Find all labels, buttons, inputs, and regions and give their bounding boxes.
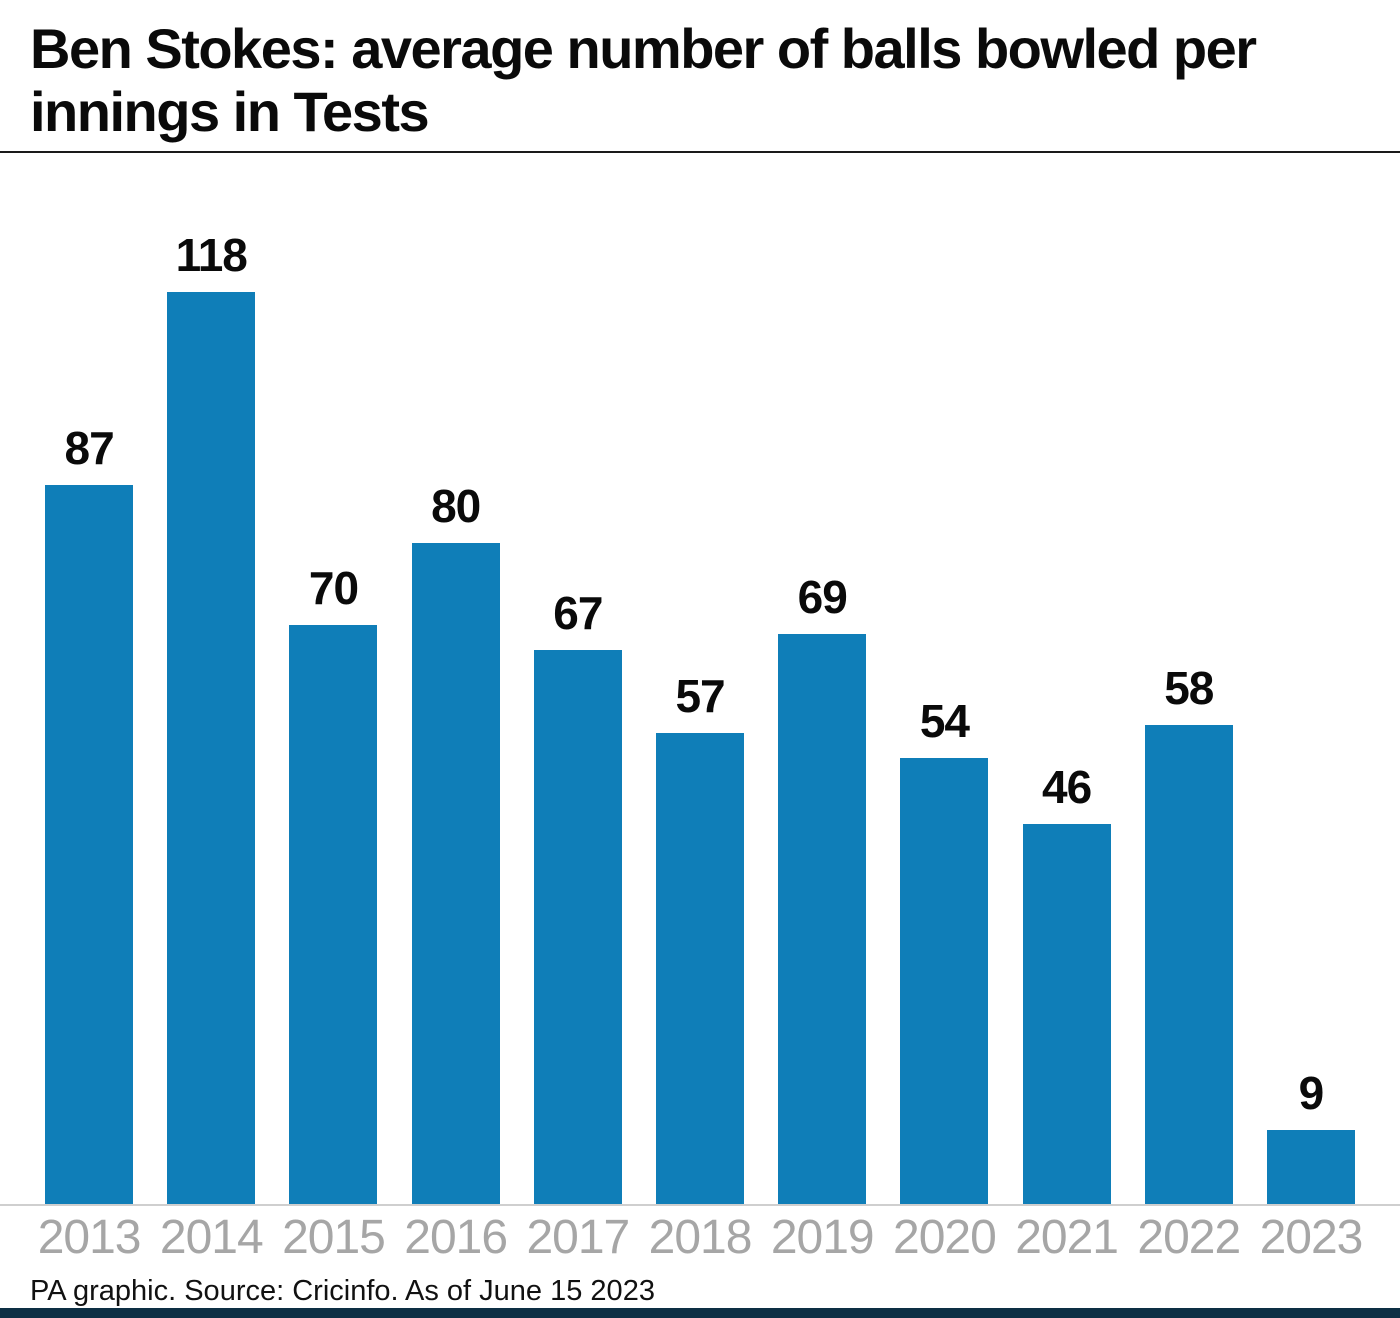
bar-2017 — [533, 650, 622, 1205]
bar-2022 — [1144, 724, 1233, 1205]
chart-title: Ben Stokes: average number of balls bowl… — [30, 17, 1257, 143]
x-axis-label-2020: 2020 — [893, 1211, 997, 1265]
bar-2021 — [1022, 823, 1111, 1205]
x-axis-baseline — [0, 1204, 1400, 1207]
x-axis-label-2019: 2019 — [770, 1211, 875, 1265]
bar-value-label-2015: 70 — [308, 562, 359, 615]
x-axis-label-2023: 2023 — [1259, 1211, 1364, 1265]
bottom-accent-bar — [0, 1308, 1400, 1318]
bar-2019 — [778, 633, 867, 1205]
x-axis-label-2018: 2018 — [648, 1211, 753, 1265]
bar-2015 — [289, 625, 378, 1205]
bar-chart-plot-area: 87 118 70 80 67 57 69 54 46 58 9 — [28, 228, 1372, 1205]
x-axis-label-2015: 2015 — [282, 1211, 386, 1265]
bar-column-2016: 80 — [395, 228, 517, 1205]
bar-value-label-2014: 118 — [175, 229, 248, 282]
bar-column-2014: 118 — [150, 228, 272, 1205]
bar-column-2020: 54 — [883, 228, 1005, 1205]
bar-value-label-2019: 69 — [797, 570, 848, 623]
bar-column-2017: 67 — [517, 228, 639, 1205]
bar-value-label-2022: 58 — [1164, 661, 1214, 714]
bar-value-label-2013: 87 — [64, 421, 115, 474]
bar-column-2013: 87 — [28, 228, 150, 1205]
bar-column-2019: 69 — [761, 228, 883, 1205]
bar-value-label-2016: 80 — [431, 479, 481, 532]
bar-2023 — [1266, 1130, 1355, 1205]
x-axis-label-2022: 2022 — [1137, 1211, 1241, 1265]
bar-column-2021: 46 — [1006, 228, 1128, 1205]
source-note: PA graphic. Source: Cricinfo. As of June… — [30, 1275, 655, 1308]
bar-column-2015: 70 — [272, 228, 394, 1205]
title-divider — [0, 151, 1400, 154]
bar-2018 — [656, 732, 745, 1205]
bar-value-label-2020: 54 — [919, 694, 970, 747]
bar-column-2022: 58 — [1128, 228, 1250, 1205]
bar-value-label-2017: 67 — [553, 587, 603, 640]
bar-2020 — [900, 757, 989, 1205]
x-axis-label-2016: 2016 — [404, 1211, 508, 1265]
bar-2016 — [411, 542, 500, 1205]
bar-2013 — [45, 484, 134, 1205]
bar-value-label-2018: 57 — [675, 669, 725, 722]
bar-column-2018: 57 — [639, 228, 761, 1205]
x-axis-label-2017: 2017 — [526, 1211, 630, 1265]
bar-value-label-2023: 9 — [1298, 1067, 1325, 1119]
bar-value-label-2021: 46 — [1042, 760, 1092, 813]
bar-2014 — [167, 292, 256, 1205]
x-axis-label-2014: 2014 — [159, 1211, 264, 1265]
x-axis: 2013 2014 2015 2016 2017 2018 2019 2020 2021 2022… — [28, 1210, 1372, 1265]
x-axis-label-2013: 2013 — [37, 1211, 142, 1265]
bar-column-2023: 9 — [1250, 228, 1372, 1205]
x-axis-label-2021: 2021 — [1015, 1211, 1119, 1265]
